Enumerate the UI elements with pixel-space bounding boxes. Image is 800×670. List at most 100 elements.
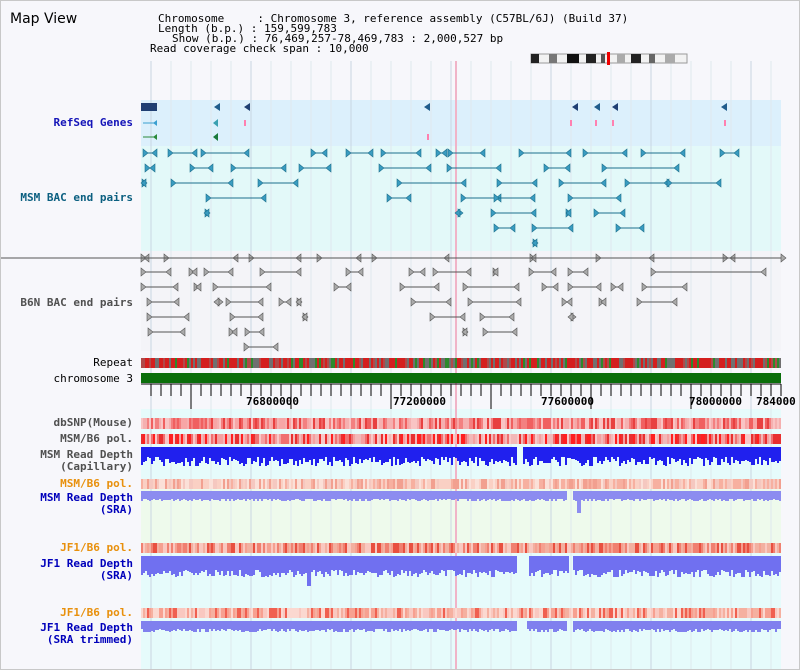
msm-depth-bar [447,447,449,462]
repeat-element [545,358,547,368]
msm-sra-depth-bar [619,491,621,499]
msm-b6-pol-cell [621,479,623,489]
msm-depth-bar [425,447,427,461]
msm-b6-pol-cell [349,434,351,444]
jf1-b6-pol-cell [301,608,303,618]
jf1-b6-pol-cell [773,543,775,553]
jf1-depth-bar [513,556,515,574]
msm-depth-bar [269,447,271,461]
jf1-trim-depth-bar [731,621,733,632]
msm-b6-pol-cell [245,434,247,444]
msm-b6-pol-cell [477,479,479,489]
msm-sra-depth-bar [333,491,335,499]
msm-b6-pol-cell [489,479,491,489]
repeat-element [401,358,403,368]
ideogram-band [586,54,596,63]
track-label-dbsnp[interactable]: dbSNP(Mouse) [53,416,133,429]
jf1-b6-pol-cell [519,608,521,618]
msm-b6-pol-cell [601,479,603,489]
repeat-element [319,358,321,368]
track-label-b6n-bac[interactable]: B6N BAC end pairs [20,296,133,309]
track-label-msm-b6-pol-1[interactable]: MSM/B6 pol. [60,432,133,445]
msm-depth-bar [383,447,385,463]
msm-depth-bar [237,447,239,461]
track-label-msm-b6-pol-2[interactable]: MSM/B6 pol. [60,477,133,490]
track-label-repeat[interactable]: Repeat [93,356,133,369]
jf1-b6-pol-cell [751,608,753,618]
dbsnp-cell [383,418,385,429]
repeat-element [477,358,479,368]
jf1-b6-pol-cell [639,608,641,618]
jf1-b6-pol-cell [199,543,201,553]
msm-sra-depth-bar [561,491,563,499]
jf1-b6-pol-cell [151,543,153,553]
repeat-element [459,358,461,368]
msm-b6-pol-cell [539,434,541,444]
track-label-refseq[interactable]: RefSeq Genes [53,116,133,129]
track-label-msm-read-depth-sra[interactable]: MSM Read Depth [40,491,133,504]
jf1-trim-depth-bar [457,621,459,629]
msm-bac-pair-end [493,193,500,203]
msm-b6-pol-cell [507,434,509,444]
msm-b6-pol-cell [513,434,515,444]
jf1-b6-pol-cell [373,543,375,553]
msm-depth-bar [631,447,633,458]
refseq-gene [244,103,250,111]
msm-depth-bar [221,447,223,458]
dbsnp-cell [275,418,277,429]
jf1-b6-pol-cell [217,543,219,553]
dbsnp-cell [683,418,685,429]
jf1-trim-depth-bar [285,621,287,632]
track-label-jf1-read-depth-trim[interactable]: JF1 Read Depth [40,621,133,634]
msm-b6-pol-cell [209,434,211,444]
msm-b6-pol-cell [211,479,213,489]
dbsnp-cell [379,418,381,429]
jf1-trim-depth-bar [711,621,713,632]
jf1-depth-bar [183,556,185,571]
jf1-depth-bar [351,556,353,575]
track-label-jf1-b6-pol-2[interactable]: JF1/B6 pol. [60,606,133,619]
msm-b6-pol-cell [745,479,747,489]
track-label-msm-bac[interactable]: MSM BAC end pairs [20,191,133,204]
track-label-jf1-read-depth-sra[interactable]: JF1 Read Depth [40,557,133,570]
track-label-msm-read-depth-cap[interactable]: MSM Read Depth [40,448,133,461]
msm-depth-bar [149,447,151,458]
msm-depth-bar [607,447,609,460]
msm-sra-depth-bar [713,491,715,501]
jf1-b6-pol-cell [517,608,519,618]
jf1-trim-depth-bar [761,621,763,629]
repeat-element [387,358,389,368]
msm-b6-pol-cell [757,479,759,489]
repeat-element [363,358,365,368]
repeat-element [195,358,197,368]
msm-b6-pol-cell [193,479,195,489]
jf1-depth-bar [699,556,701,577]
dbsnp-cell [191,418,193,429]
msm-b6-pol-cell [487,434,489,444]
repeat-element [449,358,451,368]
jf1-trim-depth-bar [211,621,213,631]
dbsnp-cell [465,418,467,429]
dbsnp-cell [523,418,525,429]
jf1-trim-depth-bar [741,621,743,632]
msm-b6-pol-cell [183,479,185,489]
dbsnp-cell [755,418,757,429]
repeat-element [765,358,767,368]
msm-b6-pol-cell [325,434,327,444]
msm-sra-depth-bar [283,491,285,501]
jf1-b6-pol-cell [159,608,161,618]
dbsnp-cell [567,418,569,429]
jf1-trim-depth-bar [687,621,689,631]
jf1-b6-pol-cell [403,608,405,618]
dbsnp-cell [235,418,237,429]
msm-b6-pol-cell [297,479,299,489]
repeat-element [207,358,209,368]
msm-sra-depth-bar [219,491,221,501]
msm-b6-pol-cell [549,434,551,444]
repeat-element [247,358,249,368]
msm-depth-bar [211,447,213,461]
track-label-jf1-b6-pol-1[interactable]: JF1/B6 pol. [60,541,133,554]
jf1-trim-depth-bar [145,621,147,632]
msm-b6-pol-cell [215,434,217,444]
